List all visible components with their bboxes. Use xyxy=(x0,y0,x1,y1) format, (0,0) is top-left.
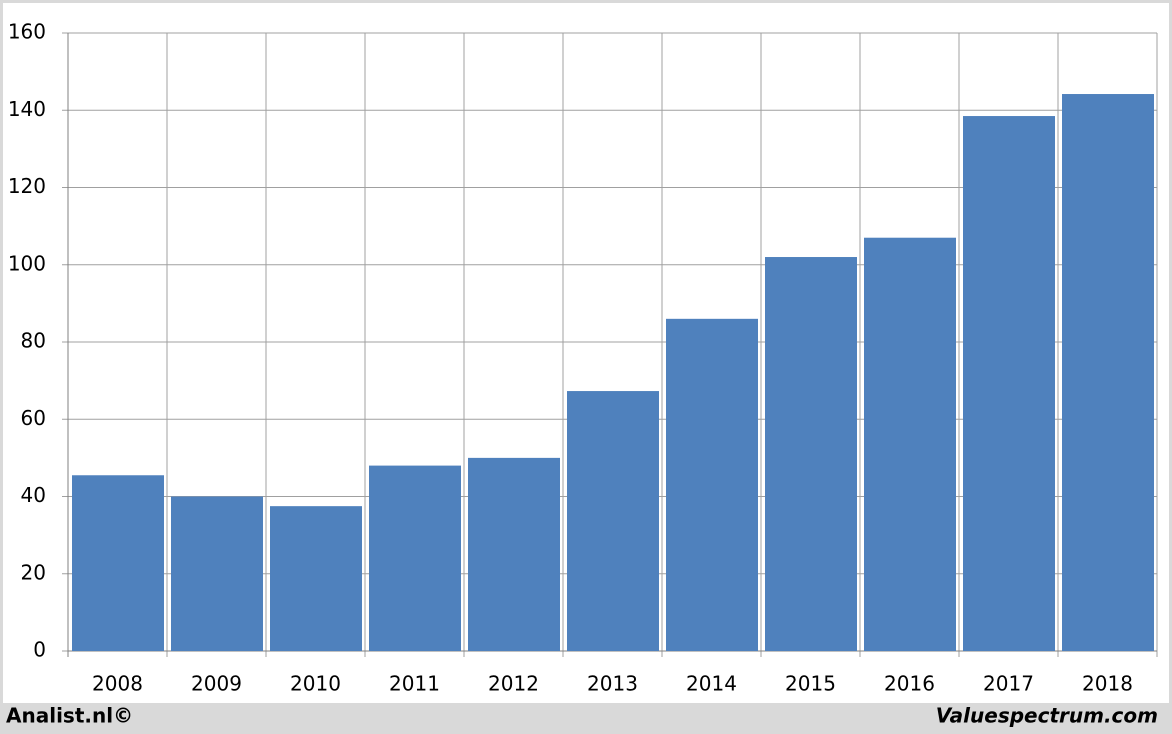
y-tick-label: 60 xyxy=(21,406,46,430)
x-tick-label: 2016 xyxy=(884,672,935,696)
bar xyxy=(765,257,857,651)
bar xyxy=(864,237,956,651)
x-tick-label: 2017 xyxy=(983,672,1034,696)
bar xyxy=(171,496,263,651)
bar xyxy=(72,475,164,651)
x-tick-label: 2011 xyxy=(389,672,440,696)
x-tick-label: 2010 xyxy=(290,672,341,696)
credit-label: Valuespectrum.com xyxy=(936,704,1158,728)
y-tick-label: 160 xyxy=(8,20,46,44)
y-tick-label: 100 xyxy=(8,251,46,275)
bar xyxy=(567,391,659,651)
y-tick-label: 20 xyxy=(21,560,46,584)
x-tick-label: 2009 xyxy=(191,672,242,696)
bar xyxy=(369,465,461,651)
bar xyxy=(270,506,362,651)
bar xyxy=(963,116,1055,651)
y-tick-label: 140 xyxy=(8,97,46,121)
bar xyxy=(1062,94,1154,652)
x-tick-label: 2008 xyxy=(92,672,143,696)
y-tick-label: 120 xyxy=(8,174,46,198)
bar xyxy=(468,457,560,651)
y-tick-label: 40 xyxy=(21,483,46,507)
x-tick-label: 2012 xyxy=(488,672,539,696)
x-tick-label: 2014 xyxy=(686,672,737,696)
x-tick-label: 2018 xyxy=(1082,672,1133,696)
x-tick-label: 2015 xyxy=(785,672,836,696)
source-label: Analist.nl© xyxy=(6,704,133,728)
y-tick-label: 0 xyxy=(33,638,46,662)
y-tick-label: 80 xyxy=(21,329,46,353)
x-tick-label: 2013 xyxy=(587,672,638,696)
bar xyxy=(666,318,758,651)
